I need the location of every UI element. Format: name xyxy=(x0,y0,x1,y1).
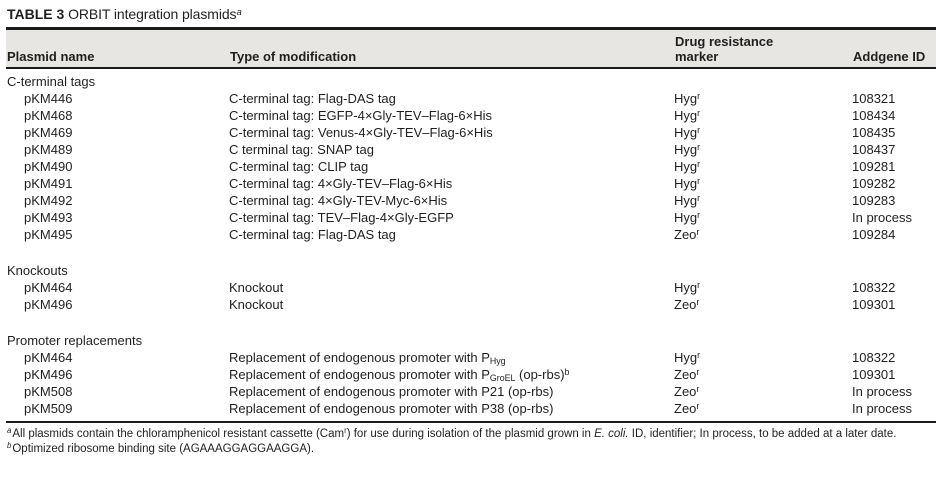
modification-cell: C terminal tag: SNAP tag xyxy=(229,142,374,157)
drug-resistance-cell: Hygr xyxy=(674,108,701,123)
modification-cell: C-terminal tag: CLIP tag xyxy=(229,159,369,174)
plasmid-name-cell: pKM496 xyxy=(24,297,73,312)
addgene-id-cell: In process xyxy=(852,401,912,416)
table-row: pKM489 C terminal tag: SNAP tag Hygr 108437 xyxy=(6,141,936,158)
header-rule xyxy=(6,67,936,69)
addgene-id-cell: 108437 xyxy=(852,142,896,157)
table-row: pKM464 Knockout Hygr 108322 xyxy=(6,279,936,296)
section-label: Promoter replacements xyxy=(7,333,143,348)
table-row: pKM468 C-terminal tag: EGFP-4×Gly-TEV–Fla… xyxy=(6,107,936,124)
modification-cell: C-terminal tag: TEV–Flag-4×Gly-EGFP xyxy=(229,210,454,225)
header-addgene-id: Addgene ID xyxy=(853,49,926,64)
addgene-id-cell: 109283 xyxy=(852,193,896,208)
addgene-id-cell: 108434 xyxy=(852,108,896,123)
addgene-id-cell: 109284 xyxy=(852,227,896,242)
table-row: pKM493 C-terminal tag: TEV–Flag-4×Gly-EGF… xyxy=(6,209,936,226)
plasmid-name-cell: pKM446 xyxy=(24,91,73,106)
bottom-rule xyxy=(6,421,936,423)
plasmid-name-cell: pKM496 xyxy=(24,367,73,382)
plasmid-name-cell: pKM495 xyxy=(24,227,73,242)
table-caption: TABLE 3 ORBIT integration plasmidsa xyxy=(6,0,936,27)
drug-resistance-cell: Hygr xyxy=(674,193,701,208)
table-row: pKM490 C-terminal tag: CLIP tag Hygr 109281 xyxy=(6,158,936,175)
addgene-id-cell: 108322 xyxy=(852,280,896,295)
plasmid-name-cell: pKM464 xyxy=(24,280,73,295)
drug-resistance-cell: Zeor xyxy=(674,401,700,416)
table-row: pKM491 C-terminal tag: 4×Gly-TEV–Flag-6×H… xyxy=(6,175,936,192)
plasmid-name-cell: pKM493 xyxy=(24,210,73,225)
plasmid-name-cell: pKM490 xyxy=(24,159,73,174)
modification-cell: Knockout xyxy=(229,280,284,295)
table-number-label: TABLE 3 xyxy=(7,6,65,22)
table-row: pKM496 Knockout Zeor 109301 xyxy=(6,296,936,313)
modification-cell: Knockout xyxy=(229,297,284,312)
plasmid-name-cell: pKM509 xyxy=(24,401,73,416)
table-row: pKM496 Replacement of endogenous promoter… xyxy=(6,366,936,383)
modification-cell: Replacement of endogenous promoter with … xyxy=(229,401,554,416)
addgene-id-cell: 109281 xyxy=(852,159,896,174)
plasmid-name-cell: pKM464 xyxy=(24,350,73,365)
modification-cell: C-terminal tag: 4×Gly-TEV–Flag-6×His xyxy=(229,176,453,191)
section-label: Knockouts xyxy=(7,263,68,278)
top-rule xyxy=(6,27,936,30)
paper-table-figure: TABLE 3 ORBIT integration plasmidsa Plas… xyxy=(6,0,936,457)
drug-resistance-cell: Zeor xyxy=(674,297,700,312)
plasmid-name-cell: pKM489 xyxy=(24,142,73,157)
table-title-footnote-mark: a xyxy=(236,6,242,18)
table-row: pKM446 C-terminal tag: Flag-DAS tag Hygr 10… xyxy=(6,90,936,107)
modification-cell: Replacement of endogenous promoter with … xyxy=(229,367,570,384)
modification-cell: Replacement of endogenous promoter with … xyxy=(229,350,506,367)
drug-resistance-cell: Zeor xyxy=(674,227,700,242)
plasmid-name-cell: pKM492 xyxy=(24,193,73,208)
drug-resistance-cell: Hygr xyxy=(674,350,701,365)
addgene-id-cell: 108321 xyxy=(852,91,896,106)
table-row: pKM495 C-terminal tag: Flag-DAS tag Zeor 10… xyxy=(6,226,936,243)
table-title-text: ORBIT integration plasmids xyxy=(64,6,237,22)
table-body: C-terminal tags pKM446 C-terminal tag: Fla… xyxy=(6,69,936,421)
modification-cell: C-terminal tag: Flag-DAS tag xyxy=(229,91,396,106)
table-row: pKM492 C-terminal tag: 4×Gly-TEV-Myc-6×Hi… xyxy=(6,192,936,209)
plasmid-name-cell: pKM469 xyxy=(24,125,73,140)
addgene-id-cell: 108435 xyxy=(852,125,896,140)
table-row: pKM509 Replacement of endogenous promoter… xyxy=(6,400,936,417)
modification-cell: C-terminal tag: EGFP-4×Gly-TEV–Flag-6×Hi… xyxy=(229,108,492,123)
header-type-of-modification: Type of modification xyxy=(230,49,357,64)
table-row: pKM464 Replacement of endogenous promoter… xyxy=(6,349,936,366)
modification-cell: Replacement of endogenous promoter with … xyxy=(229,384,554,399)
table-row: pKM469 C-terminal tag: Venus-4×Gly-TEV–Fl… xyxy=(6,124,936,141)
modification-cell: C-terminal tag: 4×Gly-TEV-Myc-6×His xyxy=(229,193,448,208)
drug-resistance-cell: Hygr xyxy=(674,125,701,140)
addgene-id-cell: 109301 xyxy=(852,367,896,382)
addgene-id-cell: 108322 xyxy=(852,350,896,365)
drug-resistance-cell: Hygr xyxy=(674,280,701,295)
plasmid-name-cell: pKM468 xyxy=(24,108,73,123)
modification-cell: C-terminal tag: Venus-4×Gly-TEV–Flag-6×H… xyxy=(229,125,493,140)
footnotes: aAll plasmids contain the chloramphenico… xyxy=(6,423,936,457)
table-row: pKM508 Replacement of endogenous promoter… xyxy=(6,383,936,400)
plasmid-name-cell: pKM491 xyxy=(24,176,73,191)
drug-resistance-cell: Zeor xyxy=(674,384,700,399)
addgene-id-cell: In process xyxy=(852,210,912,225)
drug-resistance-cell: Hygr xyxy=(674,142,701,157)
addgene-id-cell: In process xyxy=(852,384,912,399)
modification-cell: C-terminal tag: Flag-DAS tag xyxy=(229,227,396,242)
footnote: aAll plasmids contain the chloramphenico… xyxy=(7,426,897,440)
addgene-id-cell: 109301 xyxy=(852,297,896,312)
drug-resistance-cell: Hygr xyxy=(674,91,701,106)
plasmid-name-cell: pKM508 xyxy=(24,384,73,399)
addgene-id-cell: 109282 xyxy=(852,176,896,191)
header-plasmid-name: Plasmid name xyxy=(7,49,95,64)
table-header-row: Plasmid name Type of modification Drug r… xyxy=(6,30,936,67)
drug-resistance-cell: Hygr xyxy=(674,159,701,174)
drug-resistance-cell: Hygr xyxy=(674,210,701,225)
footnote: bOptimized ribosome binding site (AGAAAG… xyxy=(7,441,315,455)
section-label: C-terminal tags xyxy=(7,74,96,89)
drug-resistance-cell: Zeor xyxy=(674,367,700,382)
header-drug-resistance-marker: Drug resistance marker xyxy=(675,34,774,64)
drug-resistance-cell: Hygr xyxy=(674,176,701,191)
